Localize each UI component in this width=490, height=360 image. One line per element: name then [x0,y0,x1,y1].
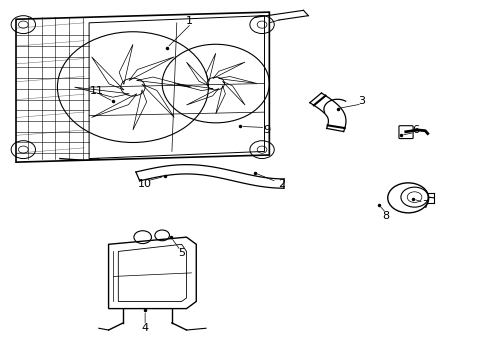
Text: 2: 2 [278,179,285,189]
Text: 9: 9 [263,125,270,135]
Text: 1: 1 [186,16,193,26]
Text: 11: 11 [89,86,103,96]
Text: 8: 8 [383,211,390,221]
Text: 5: 5 [178,248,185,258]
Text: 3: 3 [358,96,366,107]
Text: 7: 7 [422,200,429,210]
Text: 6: 6 [412,125,419,135]
Text: 4: 4 [142,323,148,333]
Text: 10: 10 [138,179,152,189]
